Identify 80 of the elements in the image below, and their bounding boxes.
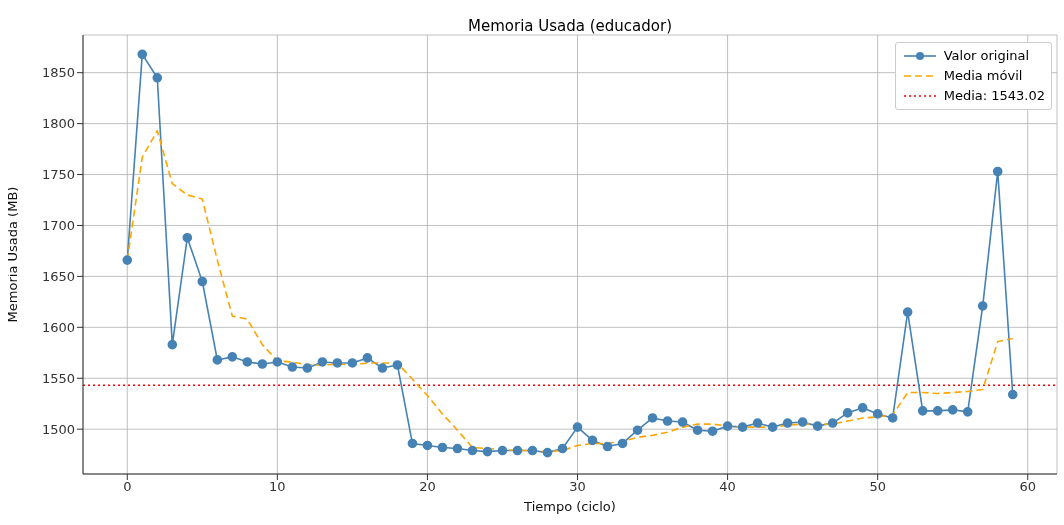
point (122, 255, 133, 265)
y-tick-label: 1600 (41, 319, 75, 335)
point (362, 353, 373, 363)
point (437, 442, 448, 453)
point (557, 443, 568, 454)
legend-label: Media móvil (943, 67, 1023, 85)
point (662, 416, 673, 426)
point (212, 355, 223, 365)
x-tick-label: 20 (419, 479, 436, 495)
x-tick-label: 0 (123, 479, 132, 495)
point (842, 408, 853, 418)
point (692, 425, 703, 435)
point (347, 358, 358, 368)
point (632, 425, 643, 435)
point (962, 407, 973, 417)
y-tick-label: 1850 (41, 65, 75, 81)
point (932, 406, 943, 416)
point (782, 418, 793, 428)
point (407, 438, 418, 449)
point (302, 363, 313, 373)
point (332, 358, 343, 368)
point (227, 352, 238, 362)
point (272, 357, 283, 367)
point (797, 417, 808, 427)
point (527, 445, 538, 456)
point (602, 441, 613, 452)
point (887, 413, 898, 423)
x-tick-label: 10 (269, 479, 286, 495)
point (467, 445, 478, 456)
point (947, 405, 958, 415)
x-tick-label: 50 (869, 479, 886, 495)
point (482, 446, 493, 457)
y-tick-label: 1550 (41, 370, 75, 386)
point (722, 421, 733, 431)
point (512, 445, 523, 456)
x-tick-label: 40 (719, 479, 736, 495)
chart-title: Memoria Usada (educador) (467, 17, 673, 35)
point (392, 360, 403, 370)
point (542, 447, 553, 458)
y-tick-label: 1750 (41, 167, 75, 183)
point (1007, 389, 1018, 400)
y-tick-label: 1700 (41, 218, 75, 234)
x-tick-label: 30 (569, 479, 586, 495)
point (992, 166, 1003, 177)
point (767, 422, 778, 432)
point (452, 443, 463, 454)
point (152, 72, 163, 83)
point (677, 417, 688, 427)
point (872, 409, 883, 419)
y-tick-label: 1800 (41, 116, 75, 132)
legend-label: Media: 1543.02 (943, 87, 1045, 105)
point (812, 421, 823, 431)
point (422, 440, 433, 451)
point (197, 276, 208, 287)
point (287, 362, 298, 372)
y-tick-label: 1500 (41, 421, 75, 437)
point (497, 445, 508, 456)
point (587, 435, 598, 446)
point (902, 307, 913, 317)
point (617, 438, 628, 449)
point (182, 232, 193, 243)
point (647, 413, 658, 423)
point (917, 406, 928, 416)
point (242, 357, 253, 367)
point (827, 418, 838, 428)
point (707, 426, 718, 437)
point (752, 418, 763, 428)
point (857, 402, 868, 413)
y-tick-label: 1650 (41, 269, 75, 285)
point (317, 357, 328, 367)
point (377, 363, 388, 373)
x-tick-label: 60 (1019, 479, 1037, 495)
x-axis-title: Tiempo (ciclo) (523, 499, 616, 514)
point (167, 339, 178, 350)
legend-label: Valor original (943, 47, 1030, 65)
point (572, 422, 583, 432)
point (257, 359, 268, 369)
point (737, 422, 748, 432)
point (977, 301, 988, 311)
point (137, 49, 148, 60)
